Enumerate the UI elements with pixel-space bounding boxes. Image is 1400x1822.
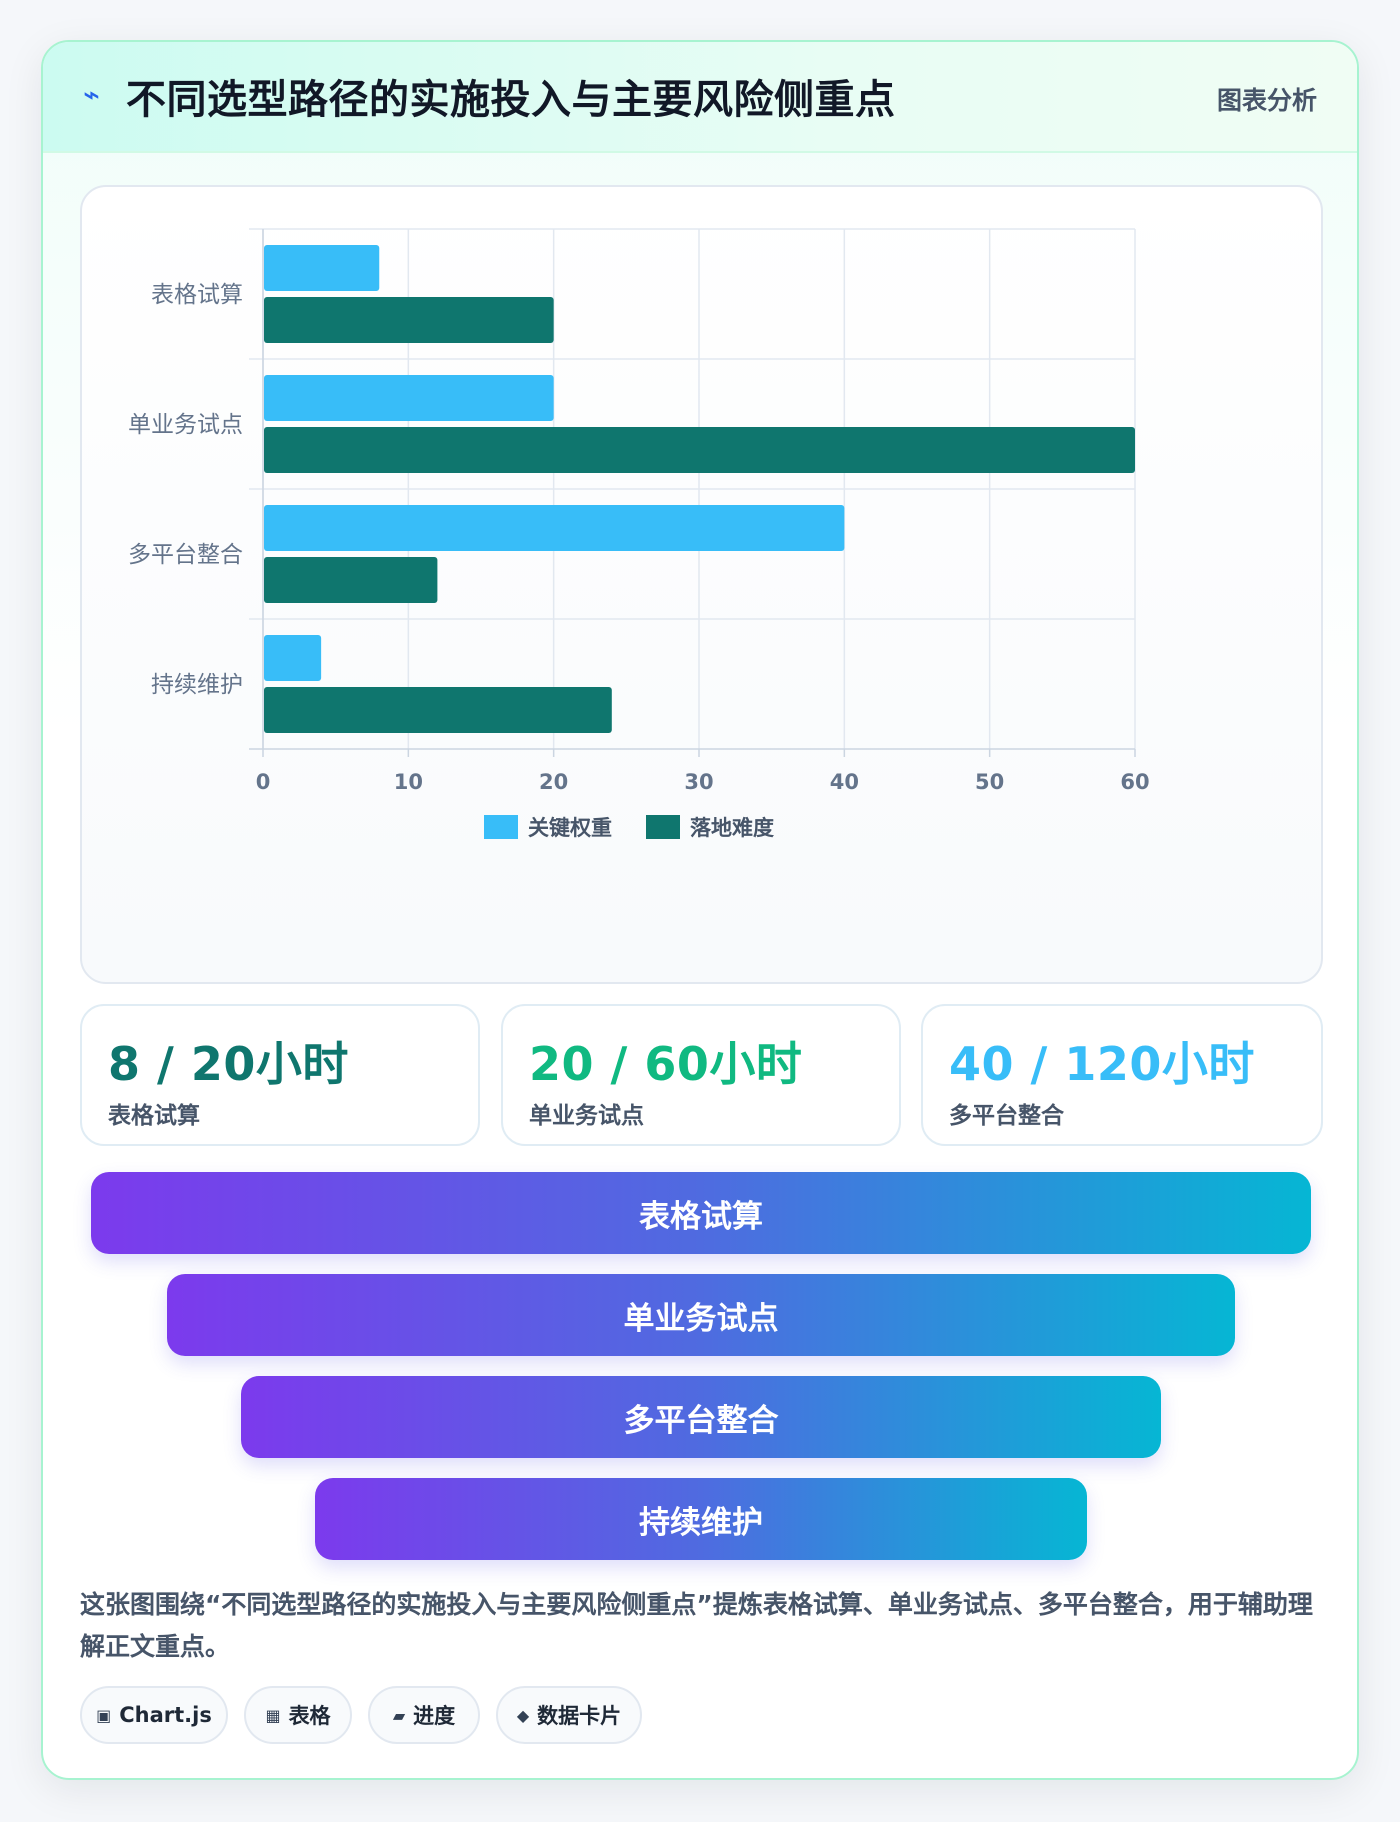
funnel-step-2: 单业务试点	[167, 1274, 1235, 1356]
bar	[264, 245, 380, 291]
tag-chip-progress[interactable]: ▰ 进度	[368, 1686, 480, 1744]
funnel-step-1: 表格试算	[91, 1172, 1311, 1254]
card-header: ⌁ 不同选型路径的实施投入与主要风险侧重点 图表分析	[43, 42, 1357, 153]
page-title: 不同选型路径的实施投入与主要风险侧重点	[126, 77, 896, 123]
chip-label: Chart.js	[119, 1703, 212, 1727]
bar-chart-panel: 0 10 20 30 40 50 60 表格试算单业务试点多平台整合持续维护关键权重 落地难度	[80, 185, 1323, 984]
stat-label: 多平台整合	[949, 1103, 1064, 1129]
legend-label: 关键权重	[528, 816, 612, 840]
x-tick-label: 20	[539, 770, 568, 794]
x-tick-label: 10	[394, 770, 423, 794]
y-category-label: 多平台整合	[128, 542, 243, 568]
tag-chip-chartjs[interactable]: ▣ Chart.js	[80, 1686, 228, 1744]
legend-swatch	[646, 815, 680, 839]
x-tick-label: 30	[684, 770, 713, 794]
stat-card-3: 40 / 120小时 多平台整合	[921, 1004, 1323, 1146]
y-category-label: 持续维护	[151, 672, 243, 698]
stat-label: 单业务试点	[529, 1103, 644, 1129]
legend-swatch	[484, 815, 518, 839]
chart-icon: ▣	[96, 1705, 112, 1725]
tag-chip-table[interactable]: ▦ 表格	[244, 1686, 352, 1744]
diamond-icon: ◆	[516, 1705, 530, 1725]
funnel-step-4: 持续维护	[315, 1478, 1087, 1560]
tag-chip-data-card[interactable]: ◆ 数据卡片	[496, 1686, 642, 1744]
bar	[264, 375, 554, 421]
chip-label: 表格	[288, 1704, 331, 1728]
stat-value: 40 / 120小时	[949, 1037, 1255, 1091]
bar	[264, 297, 554, 343]
lightning-icon: ⌁	[83, 78, 100, 111]
x-tick-label: 50	[975, 770, 1004, 794]
x-tick-label: 0	[256, 770, 271, 794]
funnel-step-3: 多平台整合	[241, 1376, 1161, 1458]
bar	[264, 557, 438, 603]
legend-label: 落地难度	[690, 816, 774, 840]
bar	[264, 427, 1135, 473]
stat-value: 8 / 20小时	[108, 1037, 349, 1091]
table-icon: ▦	[265, 1705, 281, 1725]
progress-icon: ▰	[392, 1705, 406, 1725]
x-tick-label: 40	[830, 770, 859, 794]
x-tick-label: 60	[1120, 770, 1149, 794]
bar	[264, 687, 612, 733]
chart-description: 这张图围绕“不同选型路径的实施投入与主要风险侧重点”提炼表格试算、单业务试点、多…	[80, 1590, 1313, 1661]
bar	[264, 635, 322, 681]
y-category-label: 表格试算	[151, 282, 243, 308]
bar	[264, 505, 845, 551]
chart-analysis-tag: 图表分析	[1216, 86, 1317, 115]
stat-card-1: 8 / 20小时 表格试算	[80, 1004, 480, 1146]
y-category-label: 单业务试点	[128, 412, 243, 438]
chart-card: ⌁ 不同选型路径的实施投入与主要风险侧重点 图表分析 0 10 20 30 40 50 60…	[41, 40, 1359, 1780]
chip-label: 数据卡片	[537, 1704, 622, 1728]
stat-card-2: 20 / 60小时 单业务试点	[501, 1004, 901, 1146]
chip-label: 进度	[413, 1704, 456, 1728]
stat-value: 20 / 60小时	[529, 1037, 803, 1091]
stat-label: 表格试算	[108, 1103, 200, 1129]
